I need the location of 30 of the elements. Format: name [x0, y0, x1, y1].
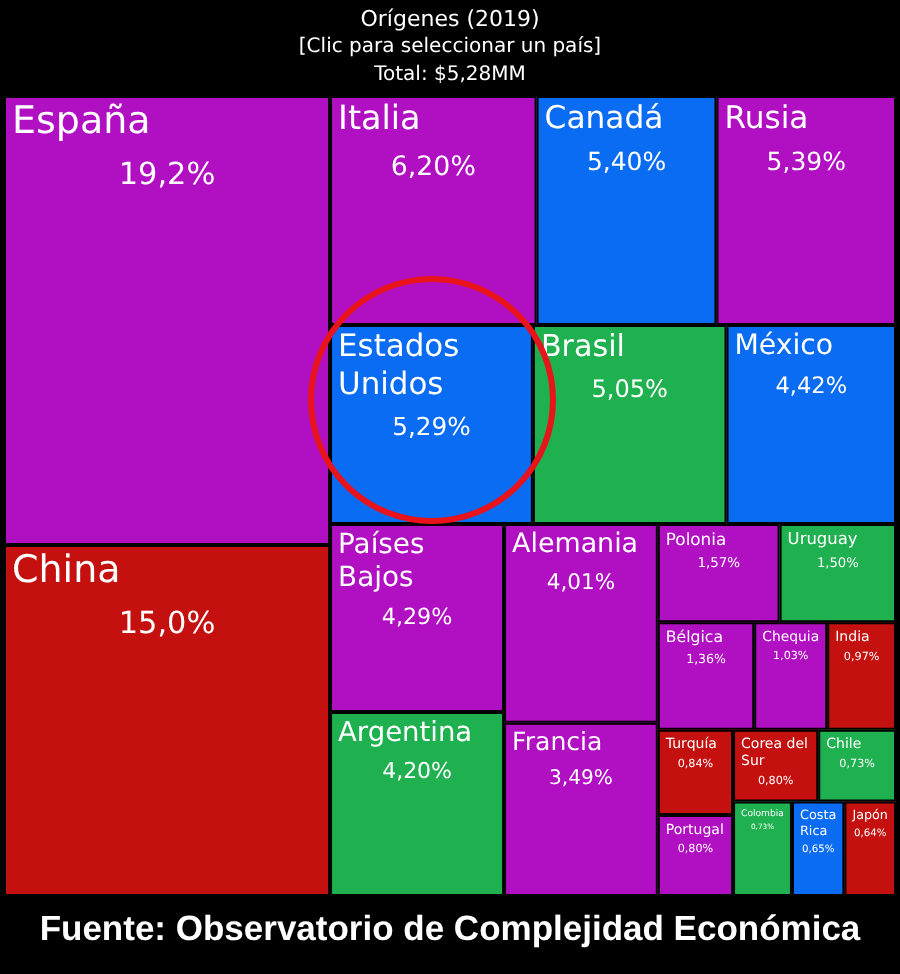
- category-label: Uruguay: [787, 528, 858, 549]
- category-label: China: [12, 548, 121, 592]
- data-label: 5,40%: [586, 145, 667, 176]
- text: Orígenes (2019): [358, 6, 542, 34]
- data-label: 5,39%: [766, 145, 847, 176]
- data-label: 4,20%: [382, 757, 453, 784]
- data-label: 15,0%: [118, 605, 216, 642]
- category-label: España: [12, 98, 151, 143]
- category-label: Estados Unidos: [338, 328, 460, 402]
- data-label: 6,20%: [390, 152, 476, 183]
- data-label: 4,01%: [546, 568, 616, 595]
- data-label: 4,42%: [775, 372, 848, 399]
- category-label: Italia: [338, 97, 421, 138]
- category-label: Alemania: [512, 530, 639, 561]
- source-note: Fuente: Observatorio de Complejidad Económica: [37, 906, 863, 952]
- category-label: Brasil: [540, 327, 625, 364]
- category-label: Argentina: [338, 716, 473, 749]
- data-label: 19,2%: [118, 156, 216, 193]
- category-label: Francia: [512, 725, 603, 756]
- data-label: 5,05%: [591, 374, 669, 403]
- data-label: 4,29%: [381, 603, 453, 630]
- category-label: Canadá: [544, 99, 664, 136]
- category-label: Rusia: [724, 99, 809, 136]
- category-label: Países Bajos: [338, 529, 425, 595]
- data-label: 3,49%: [549, 767, 613, 790]
- text: Total: $5,28MM: [372, 62, 528, 90]
- category-label: México: [734, 330, 834, 363]
- category-label: Polonia: [665, 528, 727, 549]
- text: [Clic para seleccionar un país]: [296, 34, 604, 62]
- data-label: 5,29%: [392, 413, 472, 442]
